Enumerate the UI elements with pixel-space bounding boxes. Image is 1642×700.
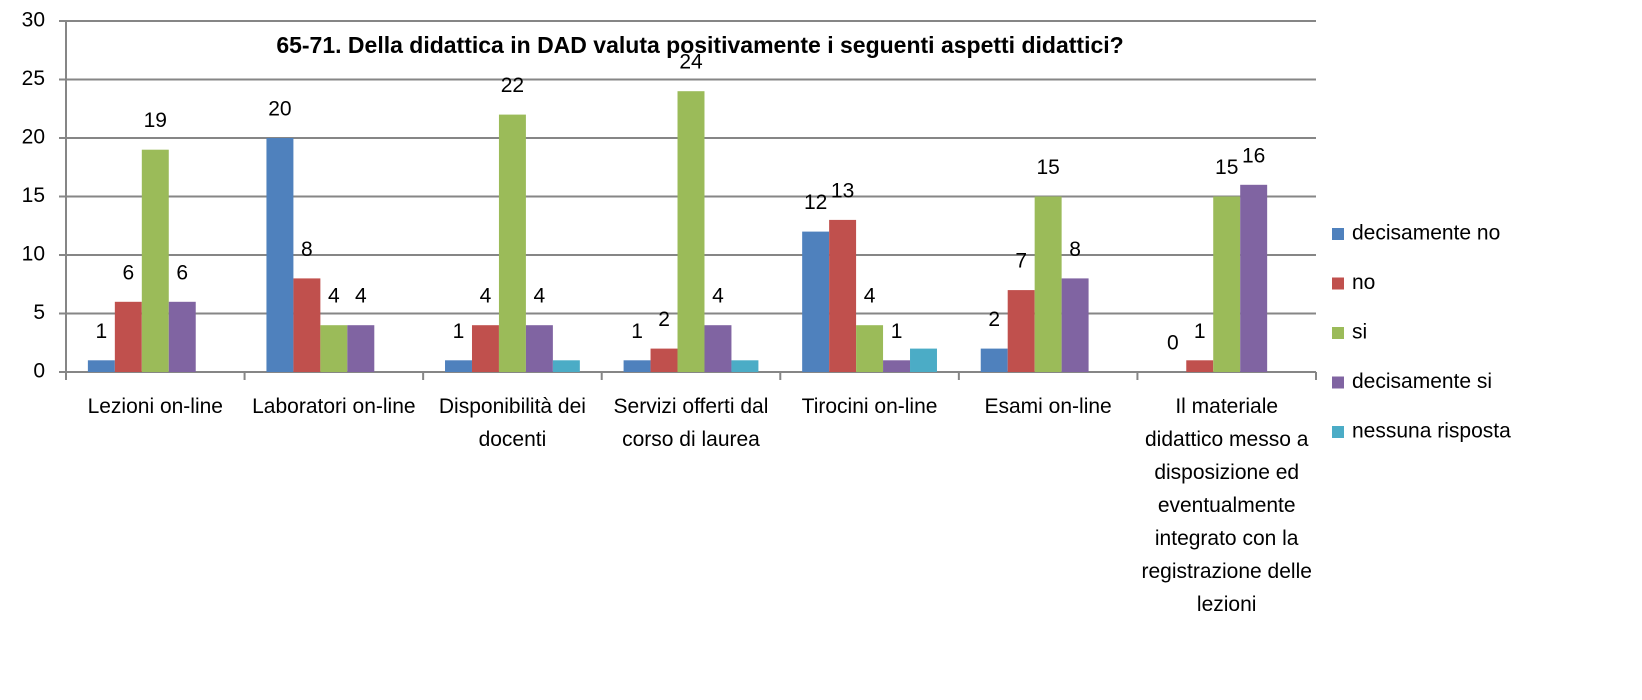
data-label: 15 (1036, 156, 1059, 179)
x-tick-label: Tirocini on-line (801, 395, 938, 418)
bar (87, 360, 115, 372)
data-label: 4 (328, 285, 340, 308)
legend-label: decisamente si (1352, 370, 1492, 393)
data-label: 16 (1242, 144, 1265, 167)
y-tick-label: 0 (33, 360, 45, 383)
bar (1061, 278, 1089, 372)
chart-title: 65-71. Della didattica in DAD valuta pos… (276, 32, 1123, 58)
x-tick-label: Servizi offerti dal corso di laurea (613, 395, 769, 451)
bar (650, 348, 678, 372)
data-label: 4 (712, 285, 724, 308)
x-tick-label: Disponibilità dei docenti (438, 395, 586, 451)
y-tick-label: 15 (22, 184, 45, 207)
legend-swatch (1332, 376, 1344, 389)
bar (525, 325, 553, 372)
data-label: 19 (144, 109, 167, 132)
bar (141, 149, 169, 372)
bar (347, 325, 375, 372)
bar (445, 360, 472, 372)
data-label: 1 (96, 320, 108, 343)
bar (704, 325, 732, 372)
data-label: 8 (1069, 238, 1081, 261)
data-label: 2 (988, 308, 1000, 331)
data-label: 22 (501, 74, 524, 97)
legend-swatch (1332, 327, 1344, 339)
bar (731, 360, 759, 372)
bar (1213, 196, 1241, 372)
y-tick-label: 25 (22, 67, 45, 90)
legend-swatch (1332, 228, 1344, 240)
x-tick-label: Laboratori on-line (252, 395, 416, 418)
legend-swatch (1332, 277, 1344, 290)
data-label: 24 (679, 51, 703, 74)
data-label: 1 (631, 320, 643, 343)
data-label: 4 (534, 285, 546, 308)
data-label: 20 (268, 98, 291, 121)
y-tick-label: 10 (22, 243, 45, 266)
bar (1186, 360, 1214, 372)
bar (498, 114, 526, 372)
bar (552, 360, 580, 372)
bar (883, 360, 911, 372)
data-label: 4 (480, 285, 492, 308)
data-label: 12 (804, 191, 827, 214)
data-label: 13 (831, 179, 854, 202)
y-tick-label: 30 (22, 9, 45, 32)
legend-label: si (1352, 321, 1367, 344)
bar (266, 138, 294, 372)
data-label: 4 (864, 285, 876, 308)
bar (114, 301, 142, 372)
y-tick-label: 20 (22, 126, 45, 149)
data-label: 2 (658, 308, 670, 331)
data-label: 1 (453, 320, 465, 343)
bar (802, 231, 830, 372)
legend-swatch (1332, 426, 1344, 438)
bar (168, 301, 196, 372)
bar (293, 278, 321, 372)
legend-label: decisamente no (1352, 222, 1500, 245)
data-label: 15 (1215, 156, 1238, 179)
bar (623, 360, 651, 372)
legend-label: nessuna risposta (1352, 420, 1511, 443)
x-tick-label: Il materiale didattico messo a disposizi… (1141, 395, 1312, 616)
x-tick-label: Lezioni on-line (87, 395, 223, 418)
bar (1034, 196, 1062, 372)
bar (980, 348, 1008, 372)
data-label: 6 (122, 261, 134, 284)
data-label: 4 (355, 285, 367, 308)
bar (471, 325, 499, 372)
bar (1240, 184, 1268, 372)
bar (677, 91, 705, 372)
bar (856, 325, 884, 372)
data-label: 1 (891, 320, 903, 343)
legend-label: no (1352, 271, 1375, 294)
bar (910, 348, 937, 372)
data-label: 0 (1167, 332, 1179, 355)
bar (1007, 290, 1035, 372)
data-label: 8 (301, 238, 313, 261)
x-tick-label: Esami on-line (984, 395, 1112, 418)
data-label: 7 (1015, 250, 1027, 273)
bar (829, 219, 857, 372)
y-tick-label: 5 (33, 301, 45, 324)
bar (320, 325, 348, 372)
data-label: 6 (176, 261, 188, 284)
data-label: 1 (1194, 320, 1206, 343)
